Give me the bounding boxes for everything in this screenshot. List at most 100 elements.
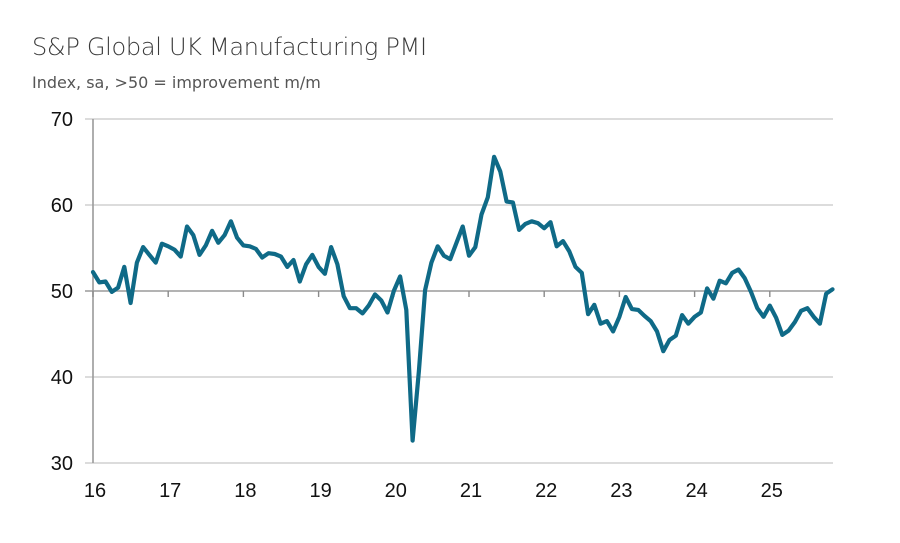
data-point [787,329,791,333]
data-point [91,270,95,274]
data-point [342,294,346,298]
data-point [323,272,327,276]
x-tick-label: 22 [535,480,557,502]
data-point [417,369,421,373]
data-point [680,313,684,317]
data-point [674,334,678,338]
data-point [542,226,546,230]
data-point [179,255,183,259]
data-point [805,306,809,310]
data-point [448,257,452,261]
data-point [511,200,515,204]
data-point [498,170,502,174]
data-point [555,244,559,248]
x-tick-label: 19 [309,480,331,502]
data-point [655,329,659,333]
data-point [643,314,647,318]
data-point [561,239,565,243]
data-point [248,244,252,248]
data-point [686,322,690,326]
data-point [185,225,189,229]
data-point [649,319,653,323]
data-point [574,265,578,269]
data-point [693,315,697,319]
x-axis-ticks: 16 17 18 19 20 21 22 23 24 25 [84,291,783,502]
data-point [730,271,734,275]
data-point [229,219,233,223]
y-tick-label: 60 [51,195,73,217]
data-point [630,307,634,311]
y-axis-ticks: 70 60 50 40 30 [51,109,73,475]
data-point [361,311,365,315]
data-point [661,349,665,353]
data-point [367,304,371,308]
data-point [160,242,164,246]
data-point [267,251,271,255]
data-point [455,241,459,245]
data-point [204,243,208,247]
data-point [241,243,245,247]
data-point [116,286,120,290]
data-point [599,322,603,326]
data-point [423,288,427,292]
data-point [774,316,778,320]
data-point [586,312,590,316]
data-point [831,287,835,291]
data-point [549,220,553,224]
chart-subtitle: Index, sa, >50 = improvement m/m [32,73,321,92]
y-tick-label: 70 [51,109,73,131]
data-point [260,256,264,260]
data-point [429,261,433,265]
data-point [768,304,772,308]
data-point [166,244,170,248]
data-point [292,258,296,262]
chart-title: S&P Global UK Manufacturing PMI [32,33,427,61]
data-point [191,233,195,237]
data-point [492,155,496,159]
data-point [392,289,396,293]
data-point [273,252,277,256]
data-point [298,280,302,284]
x-tick-label: 23 [610,480,632,502]
data-point [329,245,333,249]
data-point [216,241,220,245]
data-point [718,279,722,283]
data-point [141,245,145,249]
x-tick-label: 18 [234,480,256,502]
data-point [379,299,383,303]
x-tick-label: 21 [460,480,482,502]
data-point [762,315,766,319]
y-tick-label: 50 [51,281,73,303]
data-point [517,228,521,232]
data-point [799,309,803,313]
gridlines [85,118,833,464]
data-point [536,221,540,225]
x-tick-label: 16 [84,480,106,502]
data-point [793,320,797,324]
data-point [749,290,753,294]
data-point [743,276,747,280]
data-point [617,315,621,319]
data-point [317,265,321,269]
data-point [780,333,784,337]
data-point [480,213,484,217]
data-point [210,229,214,233]
data-point [436,244,440,248]
data-point [386,311,390,315]
data-point [173,248,177,252]
data-point [129,301,133,305]
data-point [580,271,584,275]
series-layer [90,154,835,443]
data-point [135,261,139,265]
data-point [122,265,126,269]
data-point [611,329,615,333]
data-point [279,255,283,259]
data-point [636,308,640,312]
data-point [310,253,314,257]
data-point [530,219,534,223]
data-point [104,280,108,284]
data-point [737,268,741,272]
data-point [824,292,828,296]
data-point [473,245,477,249]
